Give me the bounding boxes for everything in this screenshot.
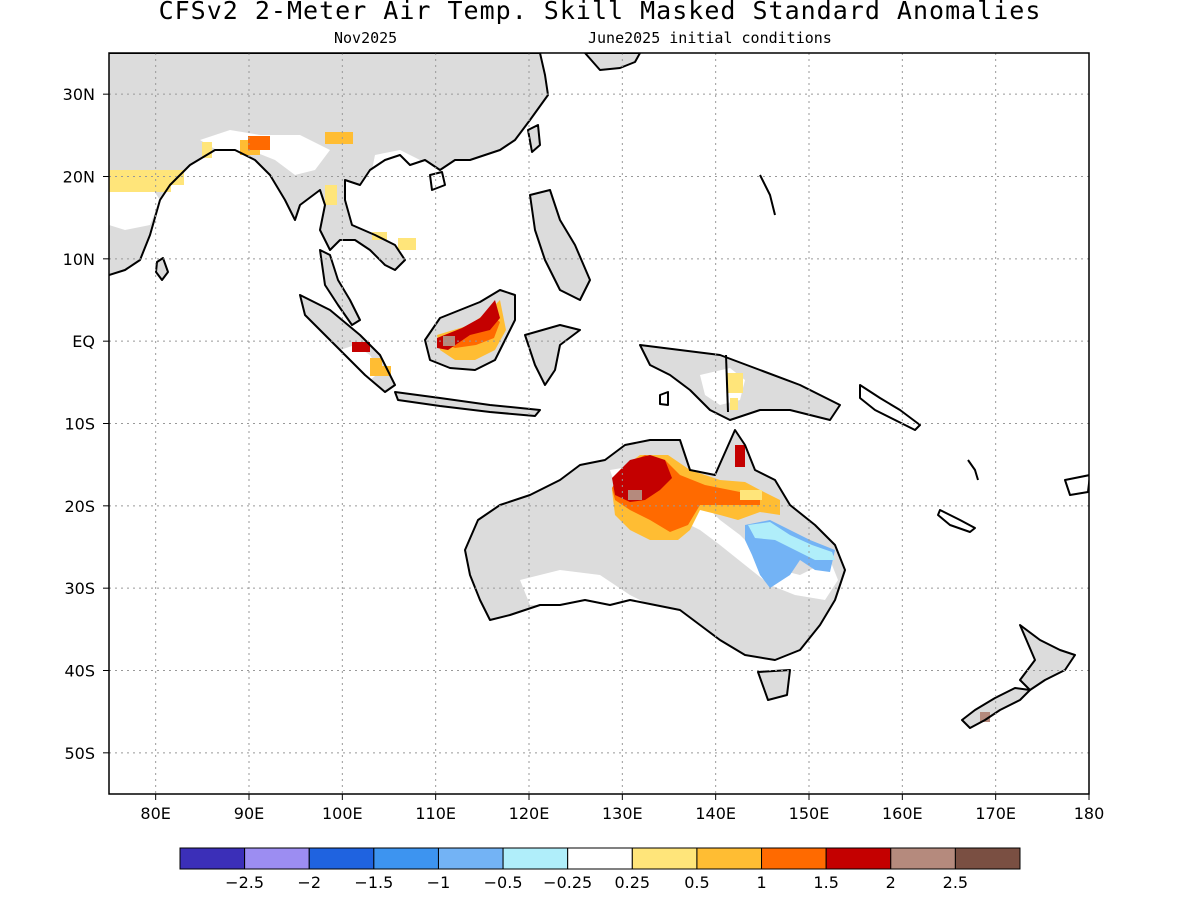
lon-tick-label: 150E [789,804,830,823]
colorbar-swatch [502,847,569,870]
colorbar-swatch [696,847,763,870]
map-title: CFSv2 2-Meter Air Temp. Skill Masked Sta… [158,0,1042,25]
colorbar-label: 2 [886,873,896,892]
lat-tick-label: 30N [63,85,95,104]
coastlines [109,53,1089,729]
colorbar-label: −2.5 [225,873,264,892]
colorbar-label: 0.5 [684,873,709,892]
colorbar-swatch [631,847,698,870]
nz-north [1020,625,1075,690]
philippines [530,190,590,300]
colorbar-label: −0.25 [543,873,592,892]
colorbar: −2.5 −2 −1.5 −1 −0.5 −0.25 0.25 0.5 1 1.5 2 2.5 [179,847,1021,892]
colorbar-swatch [437,847,504,870]
colorbar-label: 2.5 [943,873,968,892]
map-layer [109,53,1089,729]
colorbar-label: −2 [297,873,321,892]
colorbar-swatch [825,847,892,870]
lat-tick-label: EQ [72,332,95,351]
valid-month-label: Nov2025 [334,29,398,47]
lon-tick-label: 130E [602,804,643,823]
colorbar-label: −1 [427,873,451,892]
longitude-labels: 80E 90E 100E 110E 120E 130E 140E 150E 160E 170E 18… [140,794,1104,823]
lat-tick-label: 40S [64,662,95,681]
anomaly-shading [109,132,990,722]
lon-tick-label: 80E [140,804,170,823]
lon-tick-label: 100E [322,804,363,823]
lon-tick-label: 180 [1074,804,1105,823]
lon-tick-label: 110E [415,804,456,823]
asia-mainland [109,53,548,275]
colorbar-swatch [761,847,827,870]
lat-tick-label: 10N [63,250,95,269]
colorbar-swatch [567,847,633,870]
colorbar-label: 0.25 [614,873,650,892]
colorbar-swatch [373,847,439,870]
lat-tick-label: 30S [64,579,95,598]
colorbar-swatch [890,847,956,870]
sulawesi [525,325,580,385]
lon-tick-label: 90E [234,804,264,823]
malay-peninsula [320,250,360,325]
plot-frame [108,52,1090,795]
colorbar-label: 1.5 [813,873,838,892]
lat-tick-label: 10S [64,415,95,434]
colorbar-swatch [954,847,1021,870]
lat-tick-label: 20N [63,168,95,187]
java [395,392,540,416]
lat-tick-label: 20S [64,497,95,516]
colorbar-swatch [244,847,310,870]
grid-lines [109,53,1089,794]
colorbar-swatch [179,847,246,870]
lon-tick-label: 120E [509,804,550,823]
lat-tick-label: 50S [64,744,95,763]
colorbar-swatch [308,847,375,870]
colorbar-label: 1 [756,873,766,892]
latitude-labels: 30N 20N 10N EQ 10S 20S 30S 40S 50S [63,85,109,763]
init-conditions-label: June2025 initial conditions [588,29,832,47]
japan-fragment [585,53,640,70]
lon-tick-label: 170E [975,804,1016,823]
lon-tick-label: 140E [695,804,736,823]
lon-tick-label: 160E [882,804,923,823]
colorbar-label: −1.5 [354,873,393,892]
colorbar-label: −0.5 [484,873,523,892]
